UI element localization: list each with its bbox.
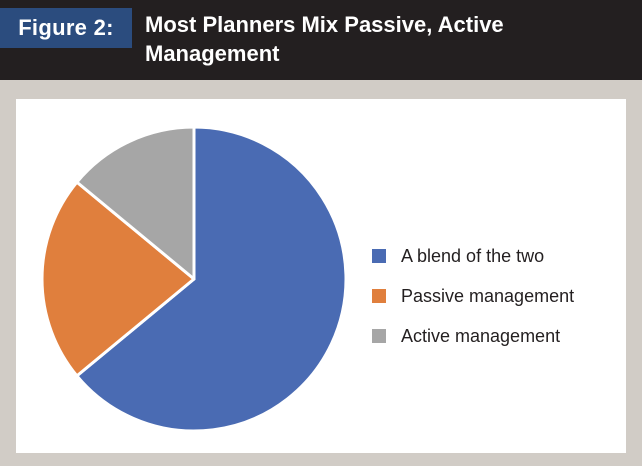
legend-label-2: Active management [401, 325, 561, 346]
legend-swatch-1 [372, 289, 386, 303]
pie-slice-2 [75, 125, 196, 281]
figure-label: Figure 2: [0, 8, 132, 48]
legend-item-1: Passive management [372, 276, 622, 316]
pie-slice-1 [40, 180, 196, 378]
legend-label-0: A blend of the two [401, 245, 545, 266]
chart-legend: A blend of the two Passive management Acti… [372, 236, 622, 356]
pie-slice-0 [75, 125, 348, 433]
legend-item-2: Active management [372, 316, 622, 356]
legend-item-0: A blend of the two [372, 236, 622, 276]
legend-swatch-2 [372, 329, 386, 343]
figure-title: Most Planners Mix Passive, Active Manage… [145, 12, 504, 66]
legend-label-1: Passive management [401, 285, 575, 306]
legend-swatch-0 [372, 249, 386, 263]
